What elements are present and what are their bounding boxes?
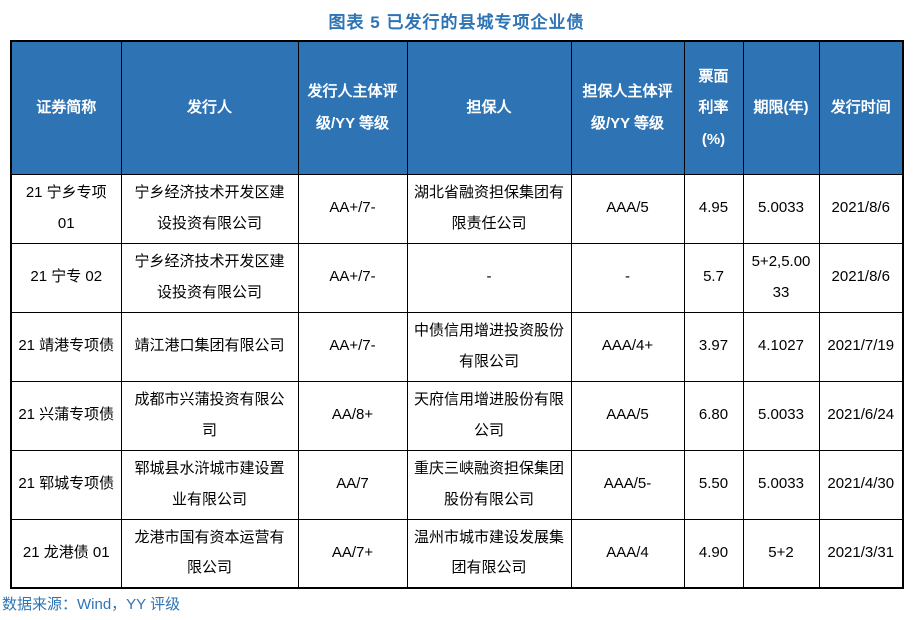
- table-cell: 2021/6/24: [818, 380, 904, 451]
- table-cell: 21 兴蒲专项债: [10, 380, 122, 451]
- table-cell: 5.0033: [742, 173, 820, 244]
- table-body: 21 宁乡专项 01 宁乡经济技术开发区建设投资有限公司 AA+/7- 湖北省融资担保…: [10, 173, 904, 589]
- table-cell: 成都市兴蒲投资有限公司: [120, 380, 299, 451]
- table-cell: 5+2: [742, 518, 820, 589]
- table-cell: 重庆三峡融资担保集团股份有限公司: [406, 449, 572, 520]
- table-cell: 2021/8/6: [818, 242, 904, 313]
- column-header: 担保人主体评级/YY 等级: [570, 40, 685, 175]
- table-cell: 宁乡经济技术开发区建设投资有限公司: [120, 173, 299, 244]
- column-header: 发行人主体评级/YY 等级: [297, 40, 408, 175]
- table-cell: 4.95: [683, 173, 744, 244]
- table-cell: AAA/4: [570, 518, 685, 589]
- column-header: 票面利率(%): [683, 40, 744, 175]
- table-cell: 2021/7/19: [818, 311, 904, 382]
- table-cell: 龙港市国有资本运营有限公司: [120, 518, 299, 589]
- column-header: 证券简称: [10, 40, 122, 175]
- table-cell: AA/7+: [297, 518, 408, 589]
- data-source-note: 数据来源：Wind，YY 评级: [2, 596, 181, 613]
- table-cell: 3.97: [683, 311, 744, 382]
- table-cell: 5.50: [683, 449, 744, 520]
- table-cell: 中债信用增进投资股份有限公司: [406, 311, 572, 382]
- table-cell: AA+/7-: [297, 242, 408, 313]
- table-cell: AA/7: [297, 449, 408, 520]
- table-row: 21 兴蒲专项债 成都市兴蒲投资有限公司 AA/8+ 天府信用增进股份有限公司 AAA/…: [10, 380, 904, 451]
- table-cell: 21 靖港专项债: [10, 311, 122, 382]
- column-header: 担保人: [406, 40, 572, 175]
- table-cell: 5.7: [683, 242, 744, 313]
- table-cell: 天府信用增进股份有限公司: [406, 380, 572, 451]
- table-cell: 温州市城市建设发展集团有限公司: [406, 518, 572, 589]
- table-cell: AAA/4+: [570, 311, 685, 382]
- column-header: 期限(年): [742, 40, 820, 175]
- table-cell: 宁乡经济技术开发区建设投资有限公司: [120, 242, 299, 313]
- table-cell: AA+/7-: [297, 311, 408, 382]
- table-row: 21 宁专 02 宁乡经济技术开发区建设投资有限公司 AA+/7- - -5.7 5+2,…: [10, 242, 904, 313]
- table-cell: AAA/5: [570, 173, 685, 244]
- table-cell: -: [570, 242, 685, 313]
- column-header: 发行人: [120, 40, 299, 175]
- table-cell: 2021/4/30: [818, 449, 904, 520]
- table-cell: 5+2,5.0033: [742, 242, 820, 313]
- table-cell: 郓城县水浒城市建设置业有限公司: [120, 449, 299, 520]
- table-cell: 5.0033: [742, 380, 820, 451]
- table-row: 21 龙港债 01 龙港市国有资本运营有限公司 AA/7+ 温州市城市建设发展集团有限…: [10, 518, 904, 589]
- table-header-row: 证券简称 发行人 发行人主体评级/YY 等级 担保人 担保人主体评级/YY 等级 票面利率…: [10, 40, 904, 175]
- figure-title: 图表 5 已发行的县城专项企业债: [328, 13, 585, 32]
- table-cell: AAA/5: [570, 380, 685, 451]
- table-cell: AA/8+: [297, 380, 408, 451]
- table-cell: 2021/8/6: [818, 173, 904, 244]
- column-header: 发行时间: [818, 40, 904, 175]
- table-cell: 21 宁专 02: [10, 242, 122, 313]
- table-row: 21 宁乡专项 01 宁乡经济技术开发区建设投资有限公司 AA+/7- 湖北省融资担保…: [10, 173, 904, 244]
- table-cell: 2021/3/31: [818, 518, 904, 589]
- table-row: 21 靖港专项债 靖江港口集团有限公司 AA+/7- 中债信用增进投资股份有限公司 AA…: [10, 311, 904, 382]
- table-cell: 湖北省融资担保集团有限责任公司: [406, 173, 572, 244]
- table-cell: 21 郓城专项债: [10, 449, 122, 520]
- bond-table: 证券简称 发行人 发行人主体评级/YY 等级 担保人 担保人主体评级/YY 等级 票面利率…: [10, 40, 904, 589]
- table-cell: AA+/7-: [297, 173, 408, 244]
- table-row: 21 郓城专项债 郓城县水浒城市建设置业有限公司 AA/7 重庆三峡融资担保集团股份有…: [10, 449, 904, 520]
- table-cell: 21 龙港债 01: [10, 518, 122, 589]
- table-cell: 21 宁乡专项 01: [10, 173, 122, 244]
- table-cell: 6.80: [683, 380, 744, 451]
- table-cell: -: [406, 242, 572, 313]
- table-cell: AAA/5-: [570, 449, 685, 520]
- table-cell: 5.0033: [742, 449, 820, 520]
- table-cell: 4.1027: [742, 311, 820, 382]
- table-cell: 靖江港口集团有限公司: [120, 311, 299, 382]
- table-cell: 4.90: [683, 518, 744, 589]
